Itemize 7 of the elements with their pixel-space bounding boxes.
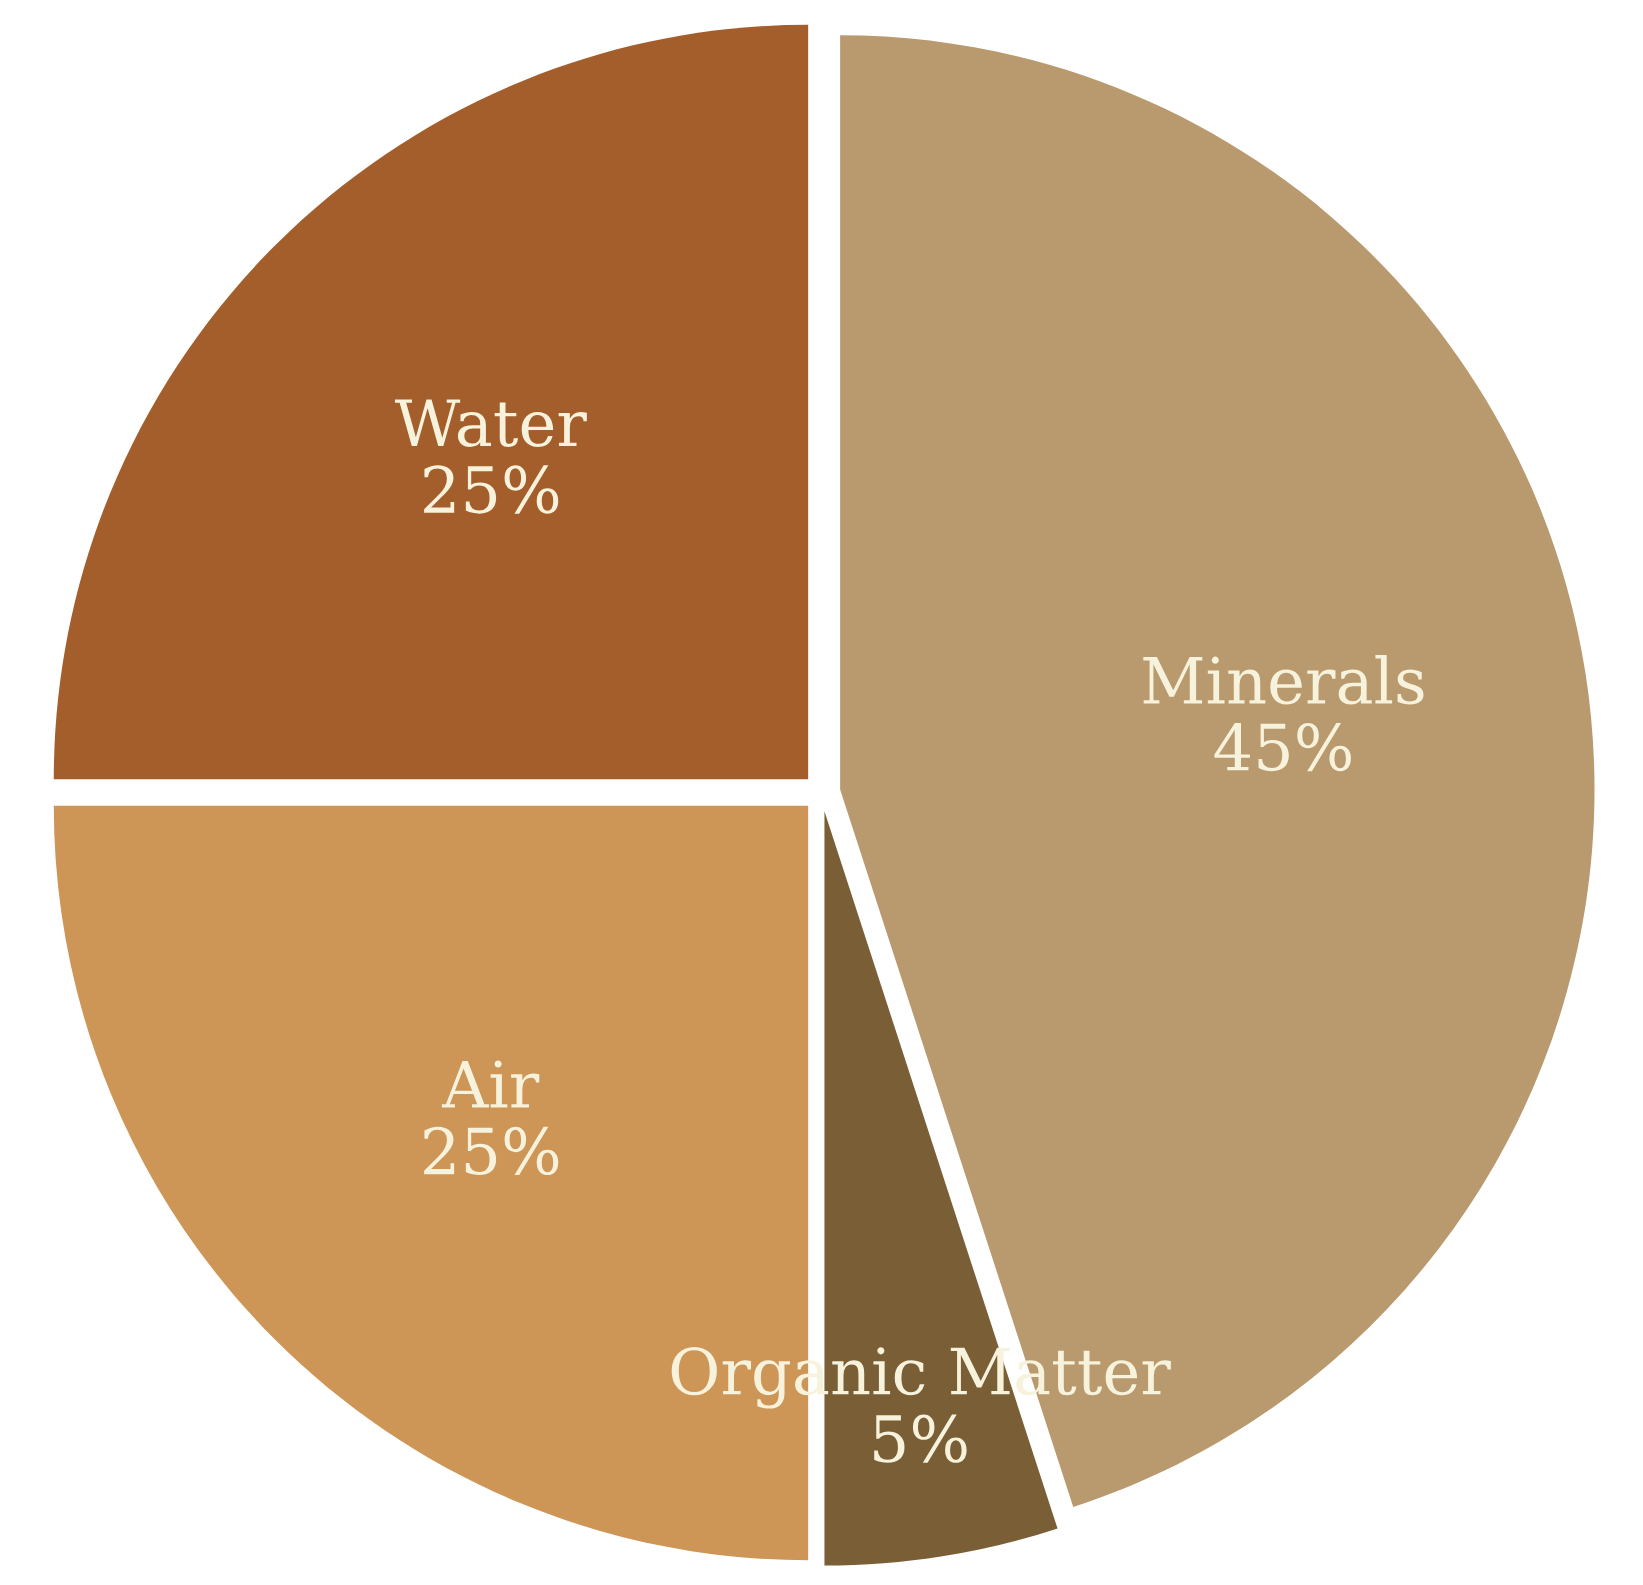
slice-label: Air — [441, 1060, 540, 1108]
slice-label: Minerals — [1143, 655, 1424, 705]
data-label: 25% — [424, 465, 559, 514]
data-label: 25% — [424, 1126, 559, 1176]
slice-label: Water — [394, 399, 587, 447]
data-label: 45% — [1214, 722, 1351, 772]
data-label: 5% — [874, 1414, 967, 1463]
